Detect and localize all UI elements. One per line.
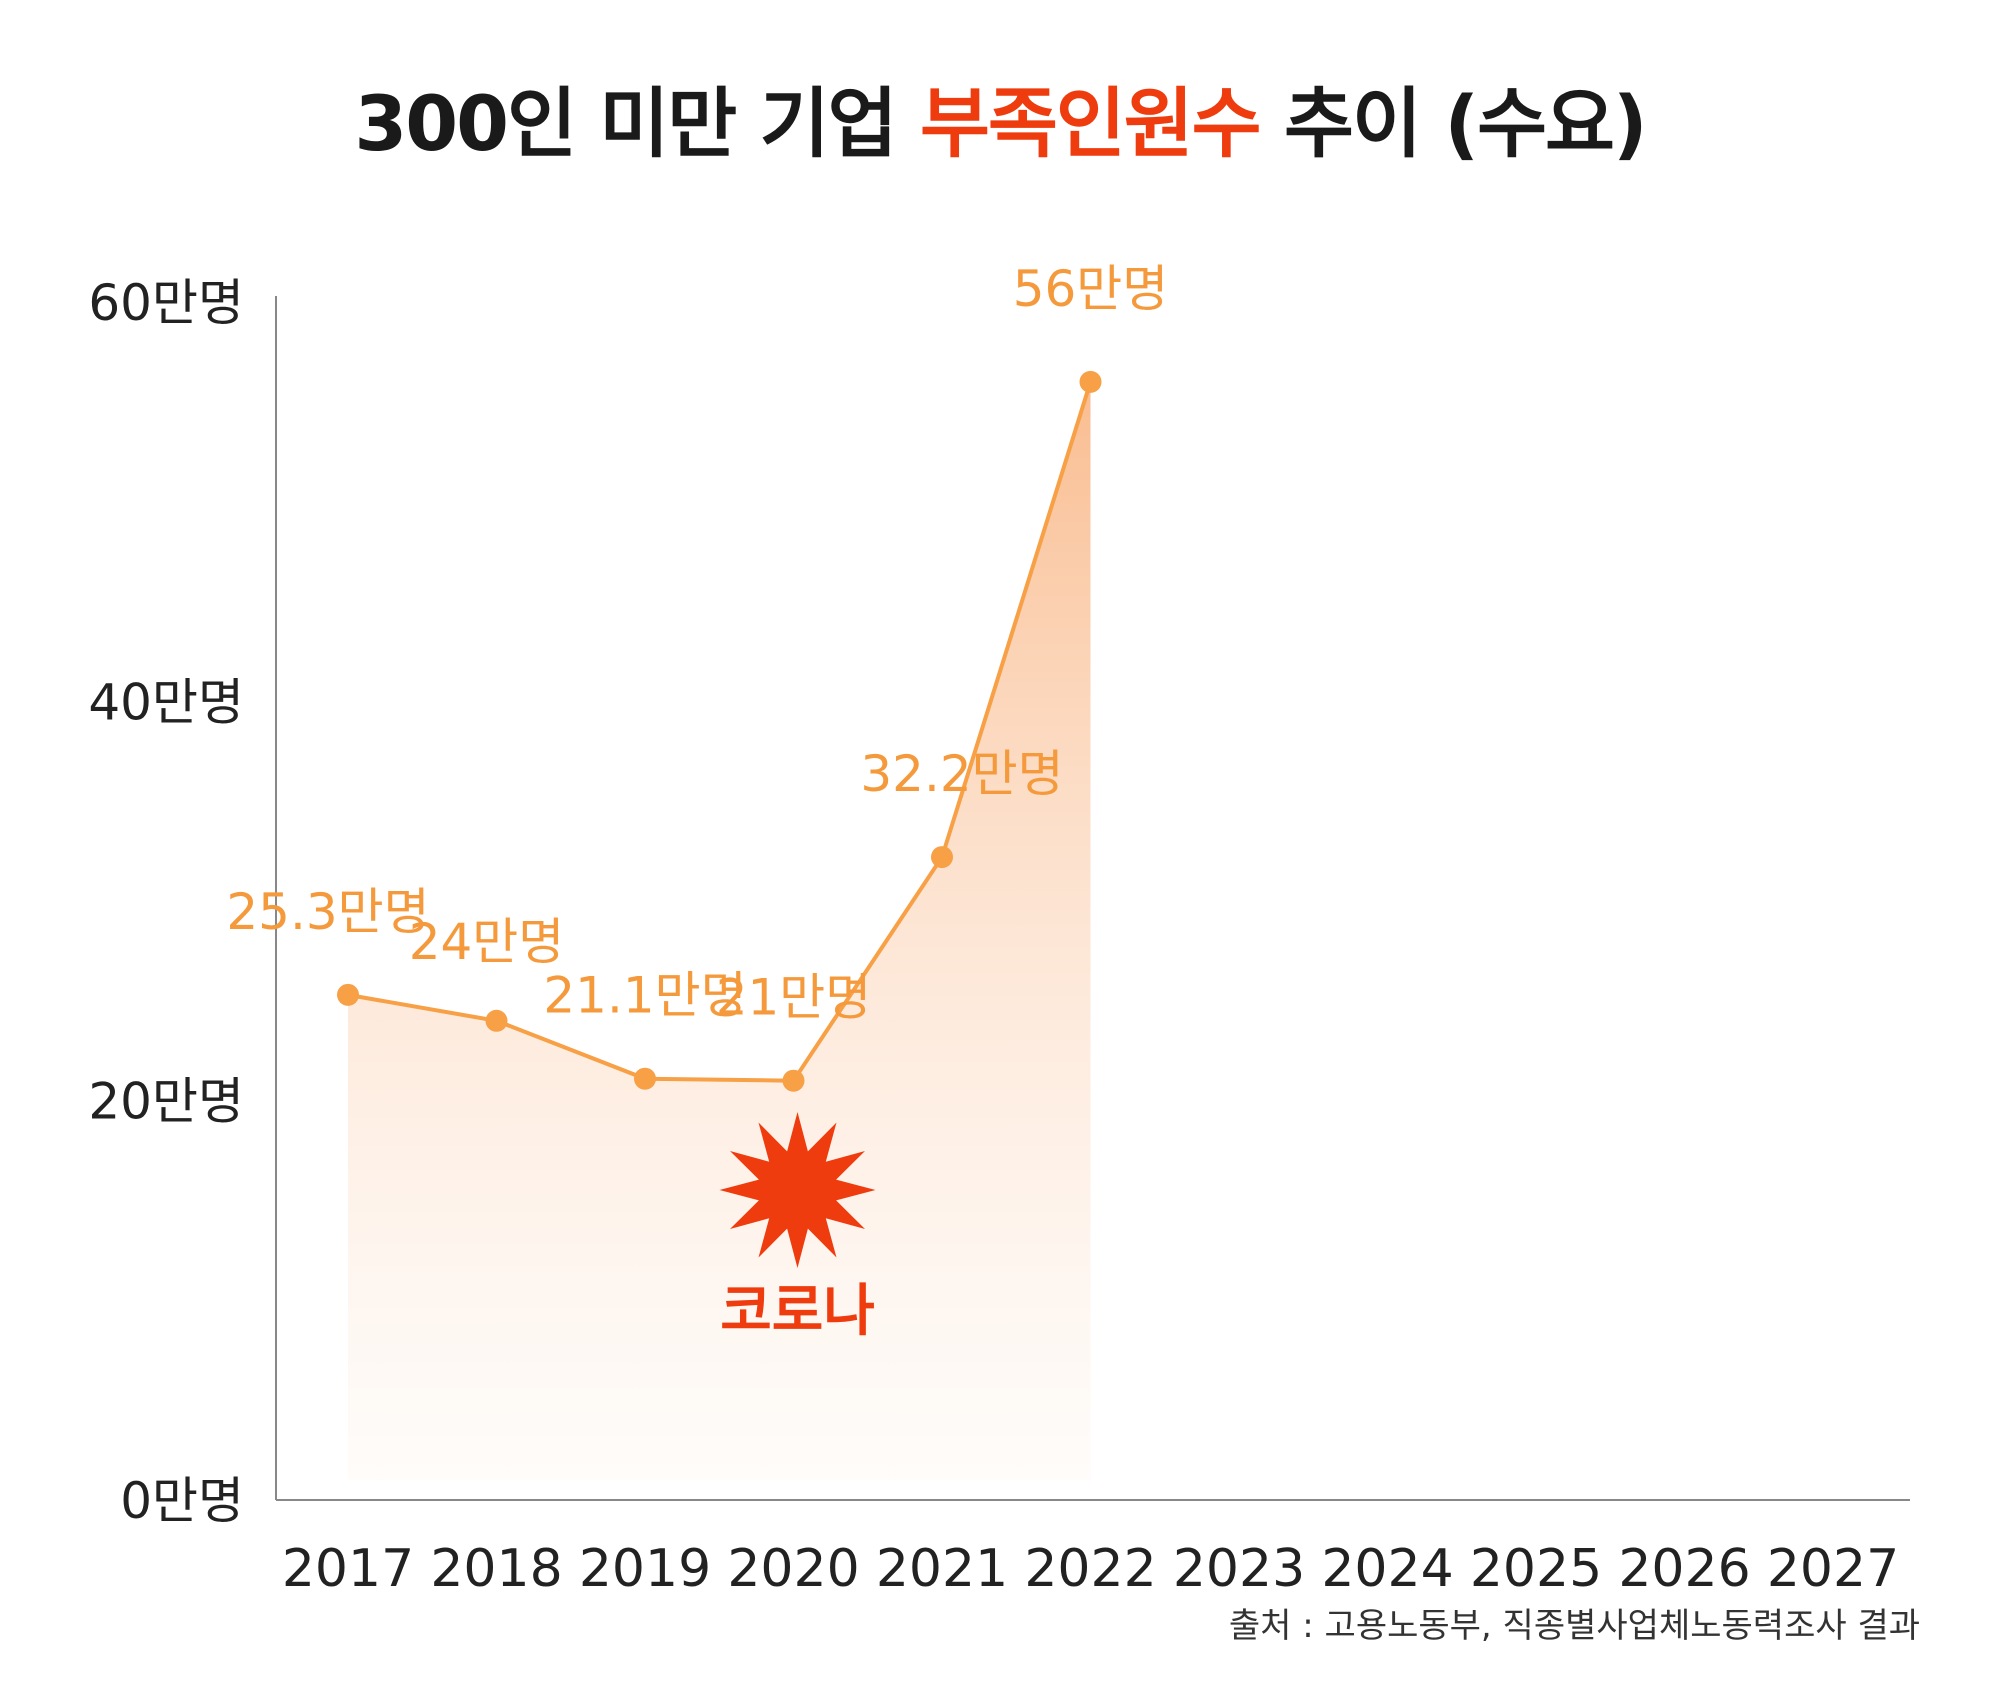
x-tick-label: 2021 — [876, 1539, 1008, 1599]
x-tick-label: 2018 — [430, 1539, 562, 1599]
annotation-label: 코로나 — [720, 1279, 875, 1344]
title-suffix: 추이 (수요) — [1259, 79, 1648, 168]
y-tick-label: 0만명 — [120, 1472, 244, 1530]
y-tick-label: 20만명 — [88, 1073, 244, 1131]
y-tick-label: 40만명 — [88, 673, 244, 731]
data-label-2020: 21만명 — [716, 969, 872, 1027]
data-label-2018: 24만명 — [409, 913, 565, 971]
data-point-2017 — [337, 983, 359, 1006]
x-tick-label: 2027 — [1767, 1539, 1899, 1599]
data-label-2019: 21.1만명 — [543, 967, 746, 1025]
data-point-2018 — [485, 1009, 508, 1032]
data-point-2021 — [931, 846, 953, 869]
x-tick-label: 2026 — [1618, 1539, 1750, 1599]
title-prefix: 300인 미만 기업 — [354, 79, 920, 168]
x-tick-label: 2025 — [1470, 1539, 1602, 1599]
x-tick-label: 2023 — [1173, 1539, 1305, 1599]
y-tick-label: 60만명 — [88, 274, 244, 332]
burst-icon — [719, 1112, 876, 1268]
data-label-2017: 25.3만명 — [226, 883, 429, 941]
data-point-2019 — [634, 1067, 656, 1090]
chart-title: 300인 미만 기업 부족인원수 추이 (수요) — [0, 62, 2000, 172]
x-tick-label: 2019 — [579, 1539, 711, 1599]
data-point-2022 — [1079, 370, 1102, 393]
x-tick-label: 2017 — [282, 1539, 414, 1599]
x-tick-label: 2020 — [727, 1539, 859, 1599]
x-tick-label: 2024 — [1321, 1539, 1453, 1599]
data-point-2020 — [782, 1069, 805, 1092]
source-note: 출처 : 고용노동부, 직종별사업체노동력조사 결과 — [1228, 1606, 1920, 1646]
series-line — [347, 381, 1093, 1083]
data-label-2022: 56만명 — [1013, 260, 1169, 318]
x-tick-label: 2022 — [1024, 1539, 1156, 1599]
data-label-2021: 32.2만명 — [860, 745, 1063, 803]
series-area — [348, 381, 1091, 1480]
title-highlight: 부족인원수 — [919, 79, 1262, 168]
